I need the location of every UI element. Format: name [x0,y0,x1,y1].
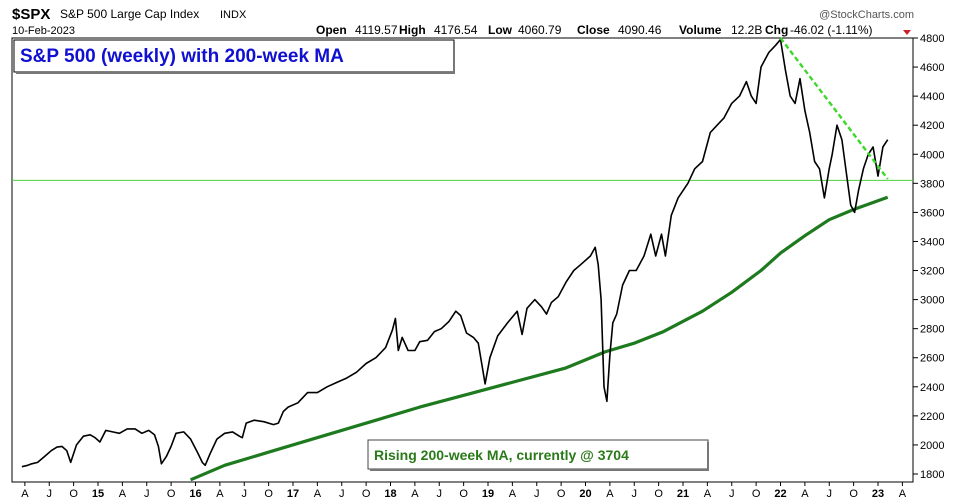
x-tick-label: J [242,488,248,500]
x-tick-label: A [21,488,29,500]
x-axis: A J O 15 A J O 16 A J O 17 A J O 18 A J O 19 A J O 20 A J O 21 A J O 22… [21,482,907,500]
close-label: Close [577,23,610,37]
x-tick-label: A [899,488,907,500]
x-tick-label: O [459,488,468,500]
chg-value: -46.02 (-1.11%) [790,23,872,37]
volume-label: Volume [679,23,722,37]
open-label: Open [316,23,347,37]
down-arrow-icon [903,30,911,35]
x-tick-label: 17 [287,488,299,500]
x-tick-label: J [729,488,735,500]
x-tick-label: 23 [872,488,884,500]
ma-annotation: Rising 200-week MA, currently @ 3704 [374,447,629,463]
x-tick-label: A [216,488,224,500]
y-tick-label: 2400 [920,382,944,394]
x-tick-label: A [411,488,419,500]
x-tick-label: O [167,488,176,500]
chg-label: Chg [765,23,788,37]
y-tick-label: 2600 [920,353,944,365]
open-value: 4119.57 [355,23,398,37]
chart-title: S&P 500 (weekly) with 200-week MA [20,46,344,67]
x-tick-label: J [827,488,833,500]
x-tick-label: A [314,488,322,500]
index-name: S&P 500 Large Cap Index [60,7,199,21]
x-tick-label: 21 [677,488,689,500]
plot-area [11,37,914,483]
y-axis: 1800 2000 2200 2400 2600 2800 3000 3200 3400 3600… [913,33,944,481]
x-tick-label: J [47,488,53,500]
y-tick-label: 4200 [920,120,944,132]
high-value: 4176.54 [434,23,478,37]
low-label: Low [488,23,513,37]
y-tick-label: 4400 [920,91,944,103]
x-tick-label: 15 [92,488,104,500]
close-value: 4090.46 [618,23,662,37]
y-tick-label: 1800 [920,469,944,481]
high-label: High [399,23,426,37]
ohlc-readout: Open 4119.57 High 4176.54 Low 4060.79 Cl… [316,23,911,37]
x-tick-label: J [534,488,540,500]
x-tick-label: 18 [384,488,396,500]
x-tick-label: O [849,488,858,500]
y-tick-label: 3600 [920,207,944,219]
exchange-label: INDX [220,9,247,21]
y-tick-label: 4800 [920,33,944,45]
x-tick-label: J [339,488,345,500]
y-tick-label: 3200 [920,266,944,278]
x-tick-label: J [437,488,443,500]
x-tick-label: A [801,488,809,500]
x-tick-label: O [557,488,566,500]
x-tick-label: O [752,488,761,500]
brand-label: @StockCharts.com [819,9,914,21]
x-tick-label: O [654,488,663,500]
low-value: 4060.79 [518,23,562,37]
annotation-box: Rising 200-week MA, currently @ 3704 [367,439,709,471]
x-tick-label: 20 [579,488,591,500]
trendline [779,37,889,180]
x-tick-label: A [119,488,127,500]
x-tick-label: 16 [189,488,201,500]
x-tick-label: A [509,488,517,500]
y-tick-label: 4000 [920,149,944,161]
moving-average-line [189,195,889,482]
x-tick-label: 22 [774,488,786,500]
x-tick-label: A [704,488,712,500]
y-tick-label: 4600 [920,62,944,74]
y-tick-label: 2000 [920,440,944,452]
y-tick-label: 3400 [920,236,944,248]
date-label: 10-Feb-2023 [12,25,75,37]
y-tick-label: 3000 [920,295,944,307]
x-tick-label: A [606,488,614,500]
title-box: S&P 500 (weekly) with 200-week MA [13,39,455,74]
x-tick-label: O [69,488,78,500]
y-tick-label: 2200 [920,411,944,423]
volume-value: 12.2B [731,23,762,37]
x-tick-label: 19 [482,488,494,500]
x-tick-label: J [632,488,638,500]
y-tick-label: 3800 [920,178,944,190]
symbol-label: $SPX [12,6,50,23]
x-tick-label: J [144,488,150,500]
y-tick-label: 2800 [920,324,944,336]
x-tick-label: O [264,488,273,500]
price-line [21,38,889,468]
x-tick-label: O [362,488,371,500]
